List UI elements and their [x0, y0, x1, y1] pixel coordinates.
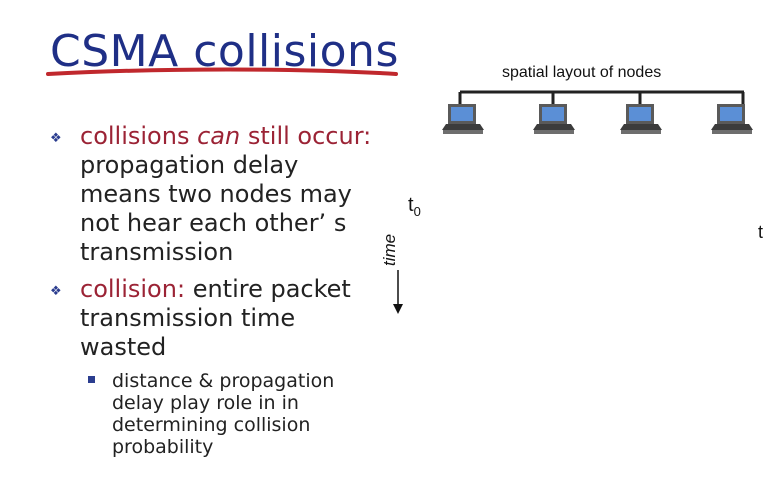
bullet-collisions-occur: ❖ collisions can still occur: propagatio… — [48, 122, 378, 267]
bullet-body: propagation delay means two nodes may no… — [80, 151, 352, 266]
bullet-red-text: collisions — [80, 122, 190, 150]
title-underline — [46, 67, 398, 76]
computer-icon — [533, 104, 575, 134]
t-label: t — [758, 222, 764, 242]
bullet-body: entire packet transmission time wasted — [80, 275, 351, 361]
diagram-heading: spatial layout of nodes — [502, 64, 662, 81]
computer-icon — [620, 104, 662, 134]
bullet-collision-wasted: ❖ collision: entire packet transmission … — [48, 275, 378, 362]
bullet-red-italic: can — [197, 122, 241, 150]
bullet-list: ❖ collisions can still occur: propagatio… — [48, 122, 378, 458]
t0-label: t0 — [408, 194, 421, 219]
diamond-bullet-icon: ❖ — [50, 131, 62, 146]
t0-subscript: 0 — [413, 204, 421, 219]
time-arrow-head-icon — [393, 304, 403, 314]
bullet-red-text-2: still occur: — [247, 122, 372, 150]
t0-base: t — [408, 194, 414, 216]
square-bullet-icon — [88, 376, 95, 383]
computer-icon — [442, 104, 484, 134]
bullet-red-text: collision: — [80, 275, 186, 303]
computer-icon — [711, 104, 753, 134]
sub-bullet-distance: distance & propagation delay play role i… — [82, 370, 378, 458]
sub-bullet-text: distance & propagation delay play role i… — [112, 370, 335, 458]
diamond-bullet-icon: ❖ — [50, 284, 62, 299]
time-axis-label: time — [380, 233, 399, 266]
